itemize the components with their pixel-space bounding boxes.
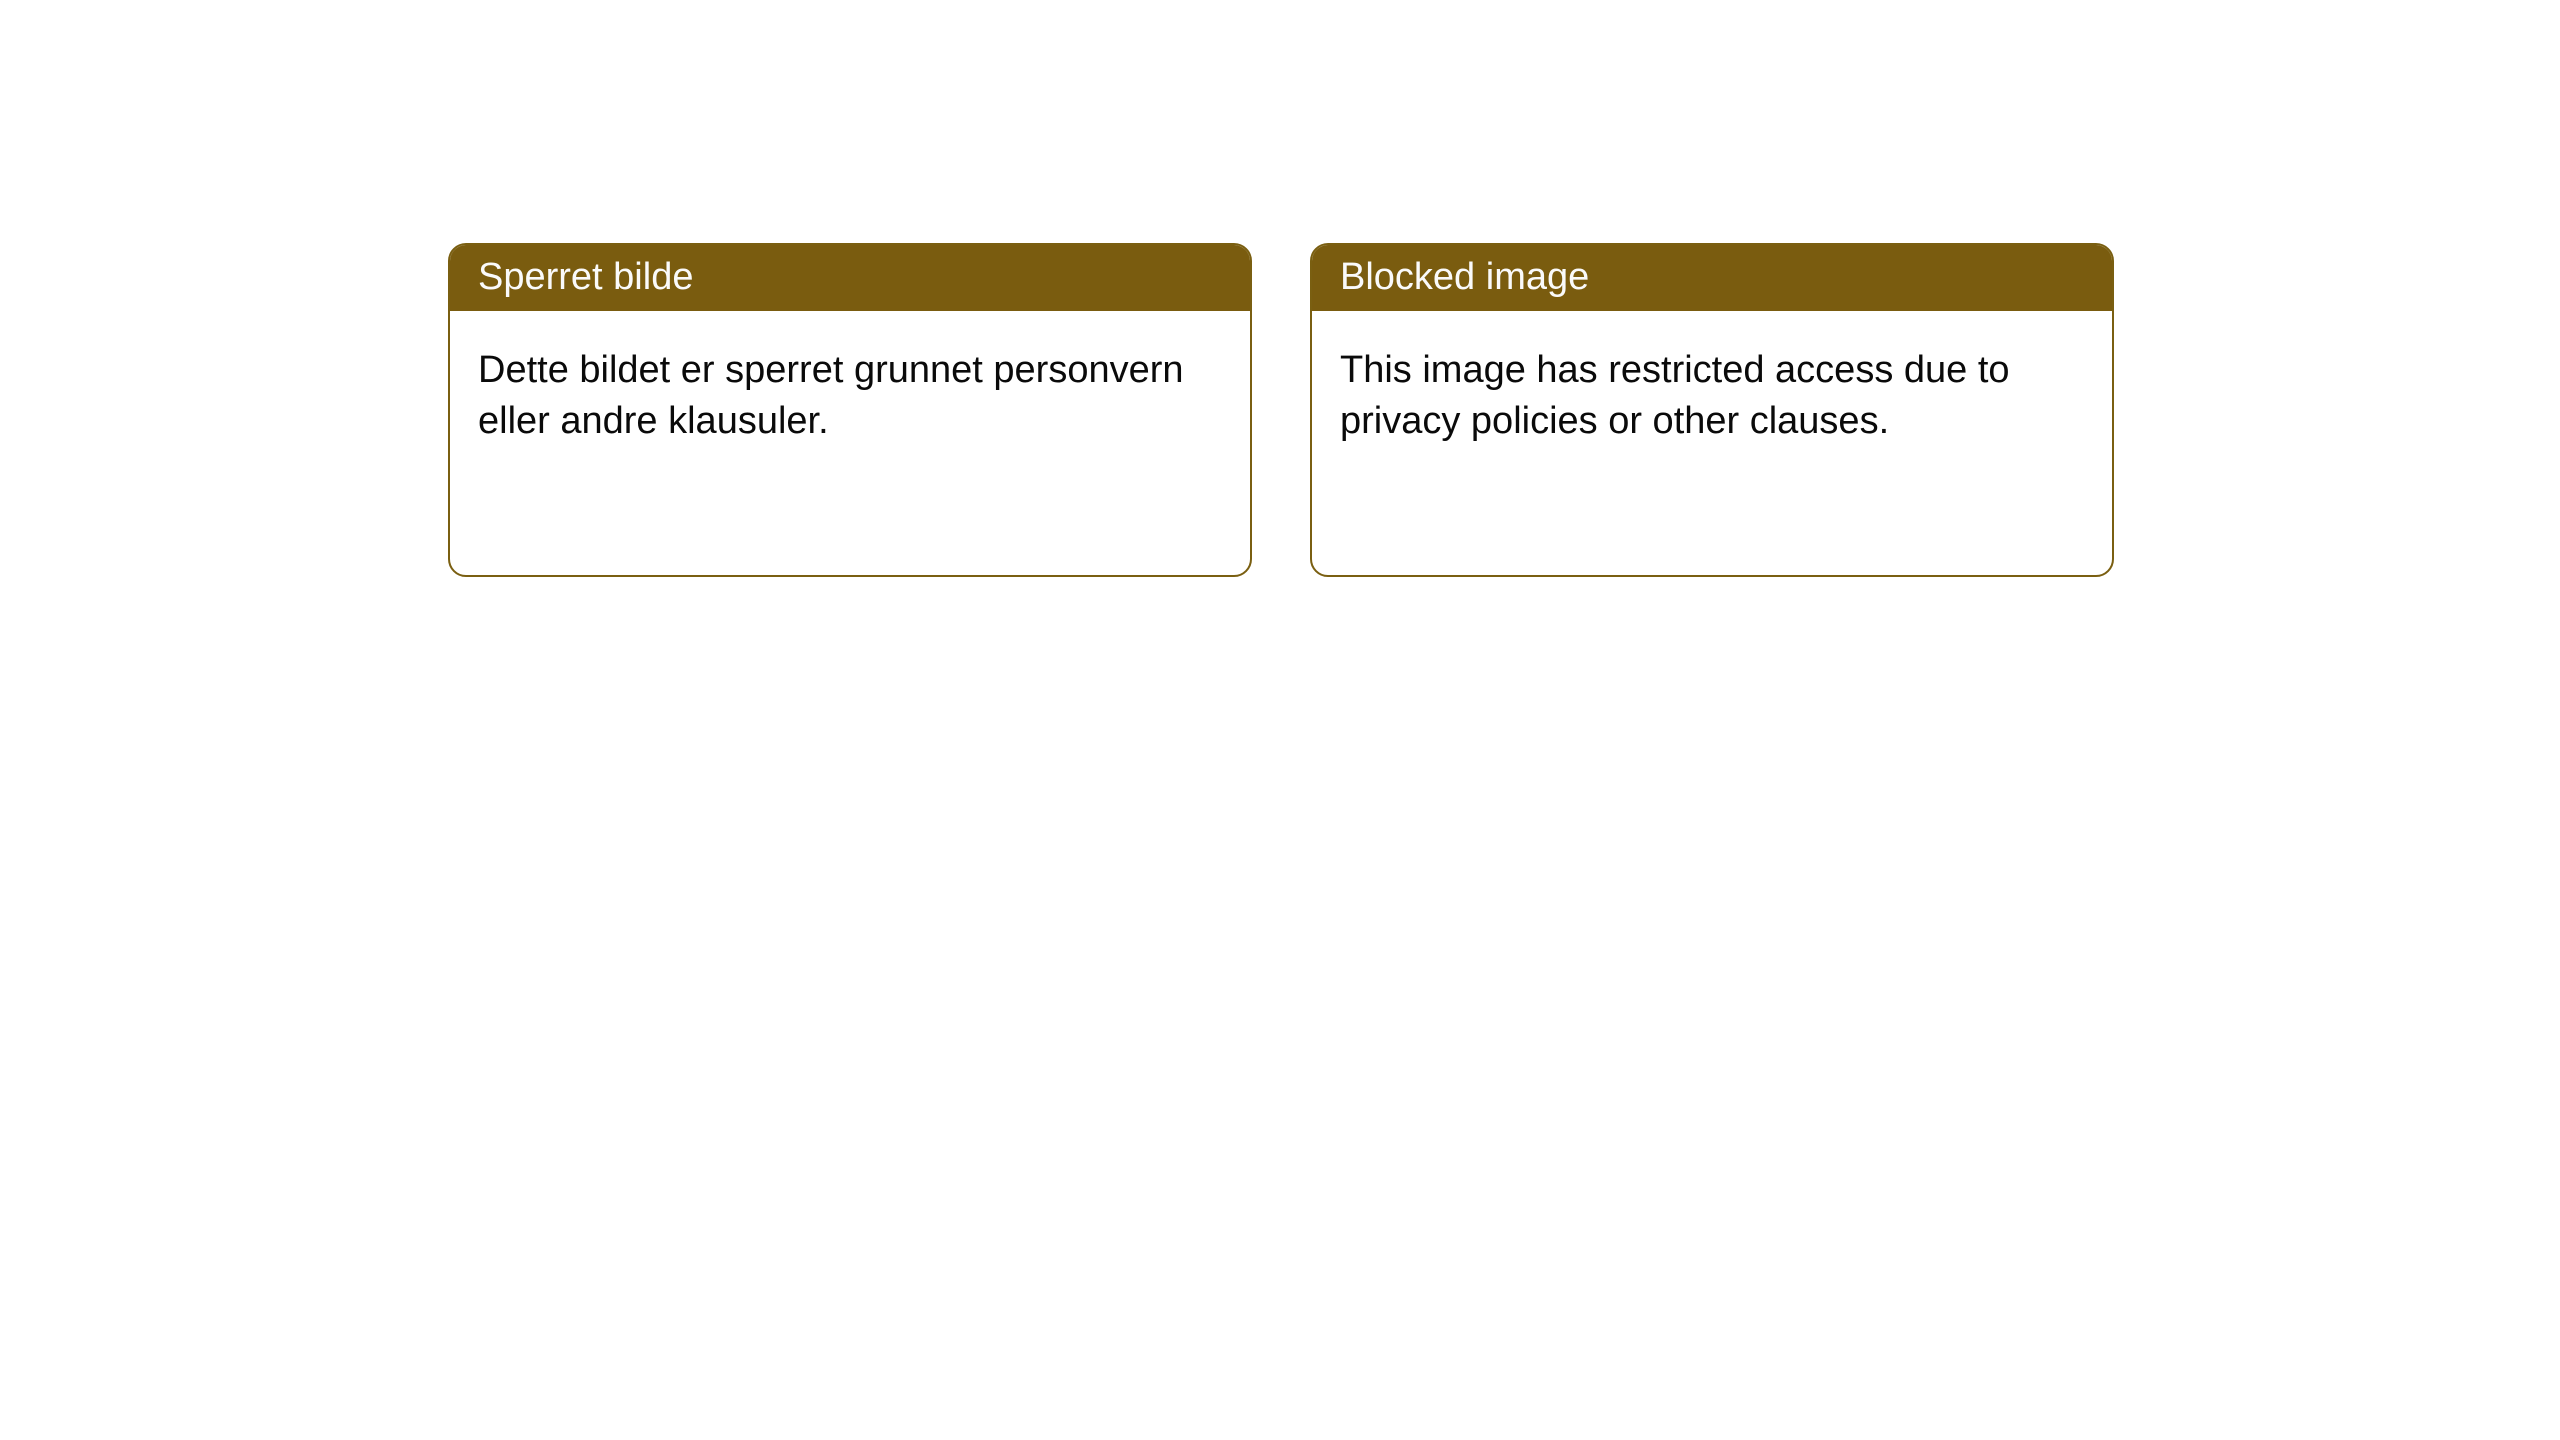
notice-title: Blocked image (1340, 256, 1589, 298)
notice-card-english: Blocked image This image has restricted … (1310, 243, 2114, 577)
notice-container: Sperret bilde Dette bildet er sperret gr… (0, 0, 2560, 577)
notice-header: Sperret bilde (450, 245, 1250, 311)
notice-header: Blocked image (1312, 245, 2112, 311)
notice-body-text: Dette bildet er sperret grunnet personve… (478, 349, 1184, 442)
notice-body-text: This image has restricted access due to … (1340, 349, 2010, 442)
notice-body: Dette bildet er sperret grunnet personve… (450, 311, 1250, 468)
notice-body: This image has restricted access due to … (1312, 311, 2112, 468)
notice-card-norwegian: Sperret bilde Dette bildet er sperret gr… (448, 243, 1252, 577)
notice-title: Sperret bilde (478, 256, 693, 298)
